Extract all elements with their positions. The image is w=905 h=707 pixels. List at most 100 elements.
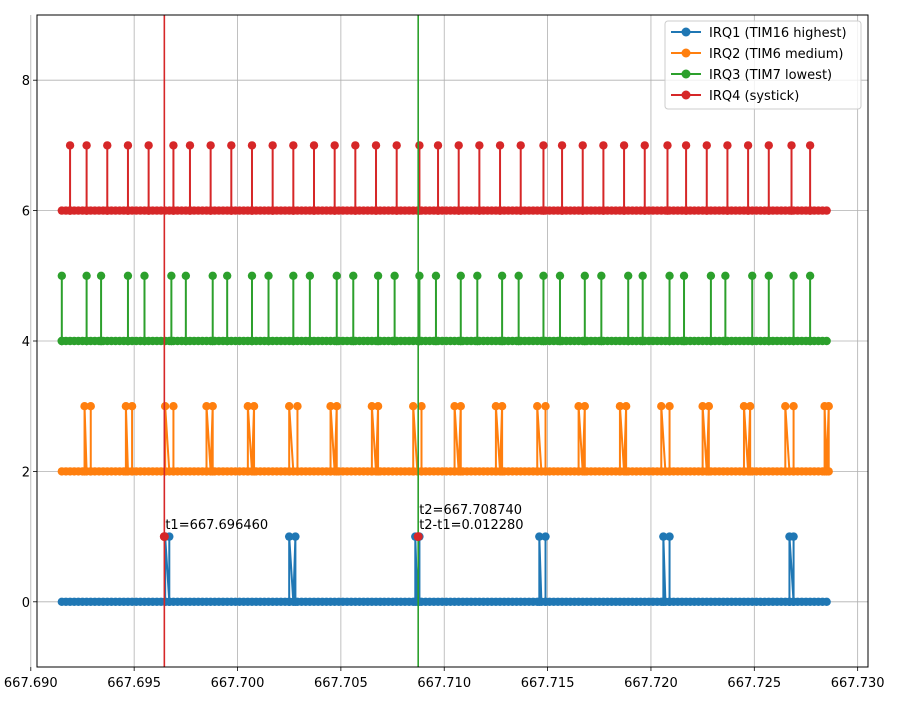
- cursor-label-2: t2-t1=0.012280: [419, 518, 523, 533]
- data-point: [169, 402, 178, 411]
- data-point: [96, 271, 106, 280]
- data-point: [822, 597, 831, 606]
- data-point: [578, 141, 587, 150]
- data-point: [169, 141, 178, 150]
- data-point: [409, 402, 418, 411]
- x-tick-label: 667.720: [624, 676, 678, 691]
- data-point: [284, 532, 294, 541]
- data-point: [805, 271, 815, 280]
- data-point: [723, 141, 732, 150]
- data-point: [781, 402, 790, 411]
- data-point: [305, 271, 315, 280]
- data-point: [698, 402, 707, 411]
- data-point: [739, 402, 749, 411]
- x-tick-label: 667.705: [314, 676, 368, 691]
- data-point: [456, 271, 465, 280]
- data-point: [665, 271, 674, 280]
- data-point: [497, 271, 507, 280]
- data-point: [555, 271, 565, 280]
- data-point: [82, 141, 91, 150]
- data-point: [822, 336, 831, 346]
- data-point: [748, 271, 757, 280]
- data-point: [456, 402, 465, 411]
- data-point: [185, 141, 195, 150]
- axis-ticks: 667.690 667.695 667.700 667.705 667.710 667.7…: [4, 74, 885, 691]
- data-point: [373, 271, 383, 280]
- data-point: [181, 271, 191, 280]
- cursor-marker-1: [159, 532, 169, 542]
- data-point: [247, 141, 257, 150]
- data-point: [208, 402, 217, 411]
- data-point: [431, 271, 441, 280]
- x-tick-label: 667.710: [417, 676, 471, 691]
- data-point: [824, 402, 833, 411]
- data-point: [659, 532, 668, 541]
- data-point: [123, 141, 133, 150]
- data-point: [599, 141, 608, 150]
- data-point: [541, 532, 550, 541]
- cursor-label-2: t2=667.708740: [419, 503, 522, 518]
- data-point: [624, 271, 633, 280]
- legend: IRQ1 (TIM16 highest) IRQ2 (TIM6 medium) IR…: [664, 20, 862, 110]
- data-point: [789, 402, 798, 411]
- data-point: [663, 141, 672, 150]
- data-point: [289, 271, 298, 280]
- data-point: [373, 402, 383, 411]
- y-tick-label: 6: [22, 205, 30, 220]
- series-2: [57, 402, 833, 476]
- data-point: [475, 141, 484, 150]
- data-point: [789, 271, 798, 280]
- data-point: [665, 402, 674, 411]
- data-point: [764, 271, 773, 280]
- data-point: [332, 271, 341, 280]
- data-point: [539, 271, 548, 280]
- data-point: [621, 402, 631, 411]
- data-point: [415, 271, 424, 280]
- data-point: [293, 402, 302, 411]
- data-point: [533, 402, 542, 411]
- data-point: [789, 532, 798, 541]
- data-point: [268, 141, 277, 150]
- data-point: [390, 271, 399, 280]
- data-point: [121, 402, 131, 411]
- data-point: [249, 402, 259, 411]
- x-tick-label: 667.700: [211, 676, 265, 691]
- data-point: [417, 402, 426, 411]
- data-point: [638, 271, 647, 280]
- data-point: [704, 402, 714, 411]
- data-point: [330, 141, 339, 150]
- data-point: [450, 402, 459, 411]
- data-point: [824, 467, 833, 476]
- data-point: [227, 141, 236, 150]
- legend-item-4: IRQ4 (systick): [671, 89, 799, 104]
- data-point: [103, 141, 112, 150]
- data-point: [702, 141, 711, 150]
- data-point: [495, 141, 505, 150]
- data-point: [822, 206, 831, 215]
- y-tick-label: 8: [22, 74, 30, 89]
- data-point: [208, 271, 217, 280]
- data-point: [371, 141, 381, 150]
- data-point: [497, 402, 507, 411]
- data-point: [679, 271, 689, 280]
- series-4: [57, 141, 831, 215]
- data-point: [289, 141, 298, 150]
- data-point: [665, 532, 674, 541]
- data-point: [144, 141, 153, 150]
- data-point: [615, 402, 625, 411]
- data-point: [80, 402, 89, 411]
- data-point: [140, 271, 149, 280]
- data-point: [514, 271, 523, 280]
- legend-swatch-marker: [681, 48, 691, 58]
- legend-label: IRQ2 (TIM6 medium): [709, 47, 843, 62]
- data-point: [332, 402, 341, 411]
- data-point: [160, 402, 170, 411]
- data-point: [574, 402, 583, 411]
- legend-label: IRQ4 (systick): [709, 89, 799, 104]
- data-point: [745, 402, 755, 411]
- data-point: [743, 141, 753, 150]
- data-point: [349, 271, 358, 280]
- data-point: [57, 271, 67, 280]
